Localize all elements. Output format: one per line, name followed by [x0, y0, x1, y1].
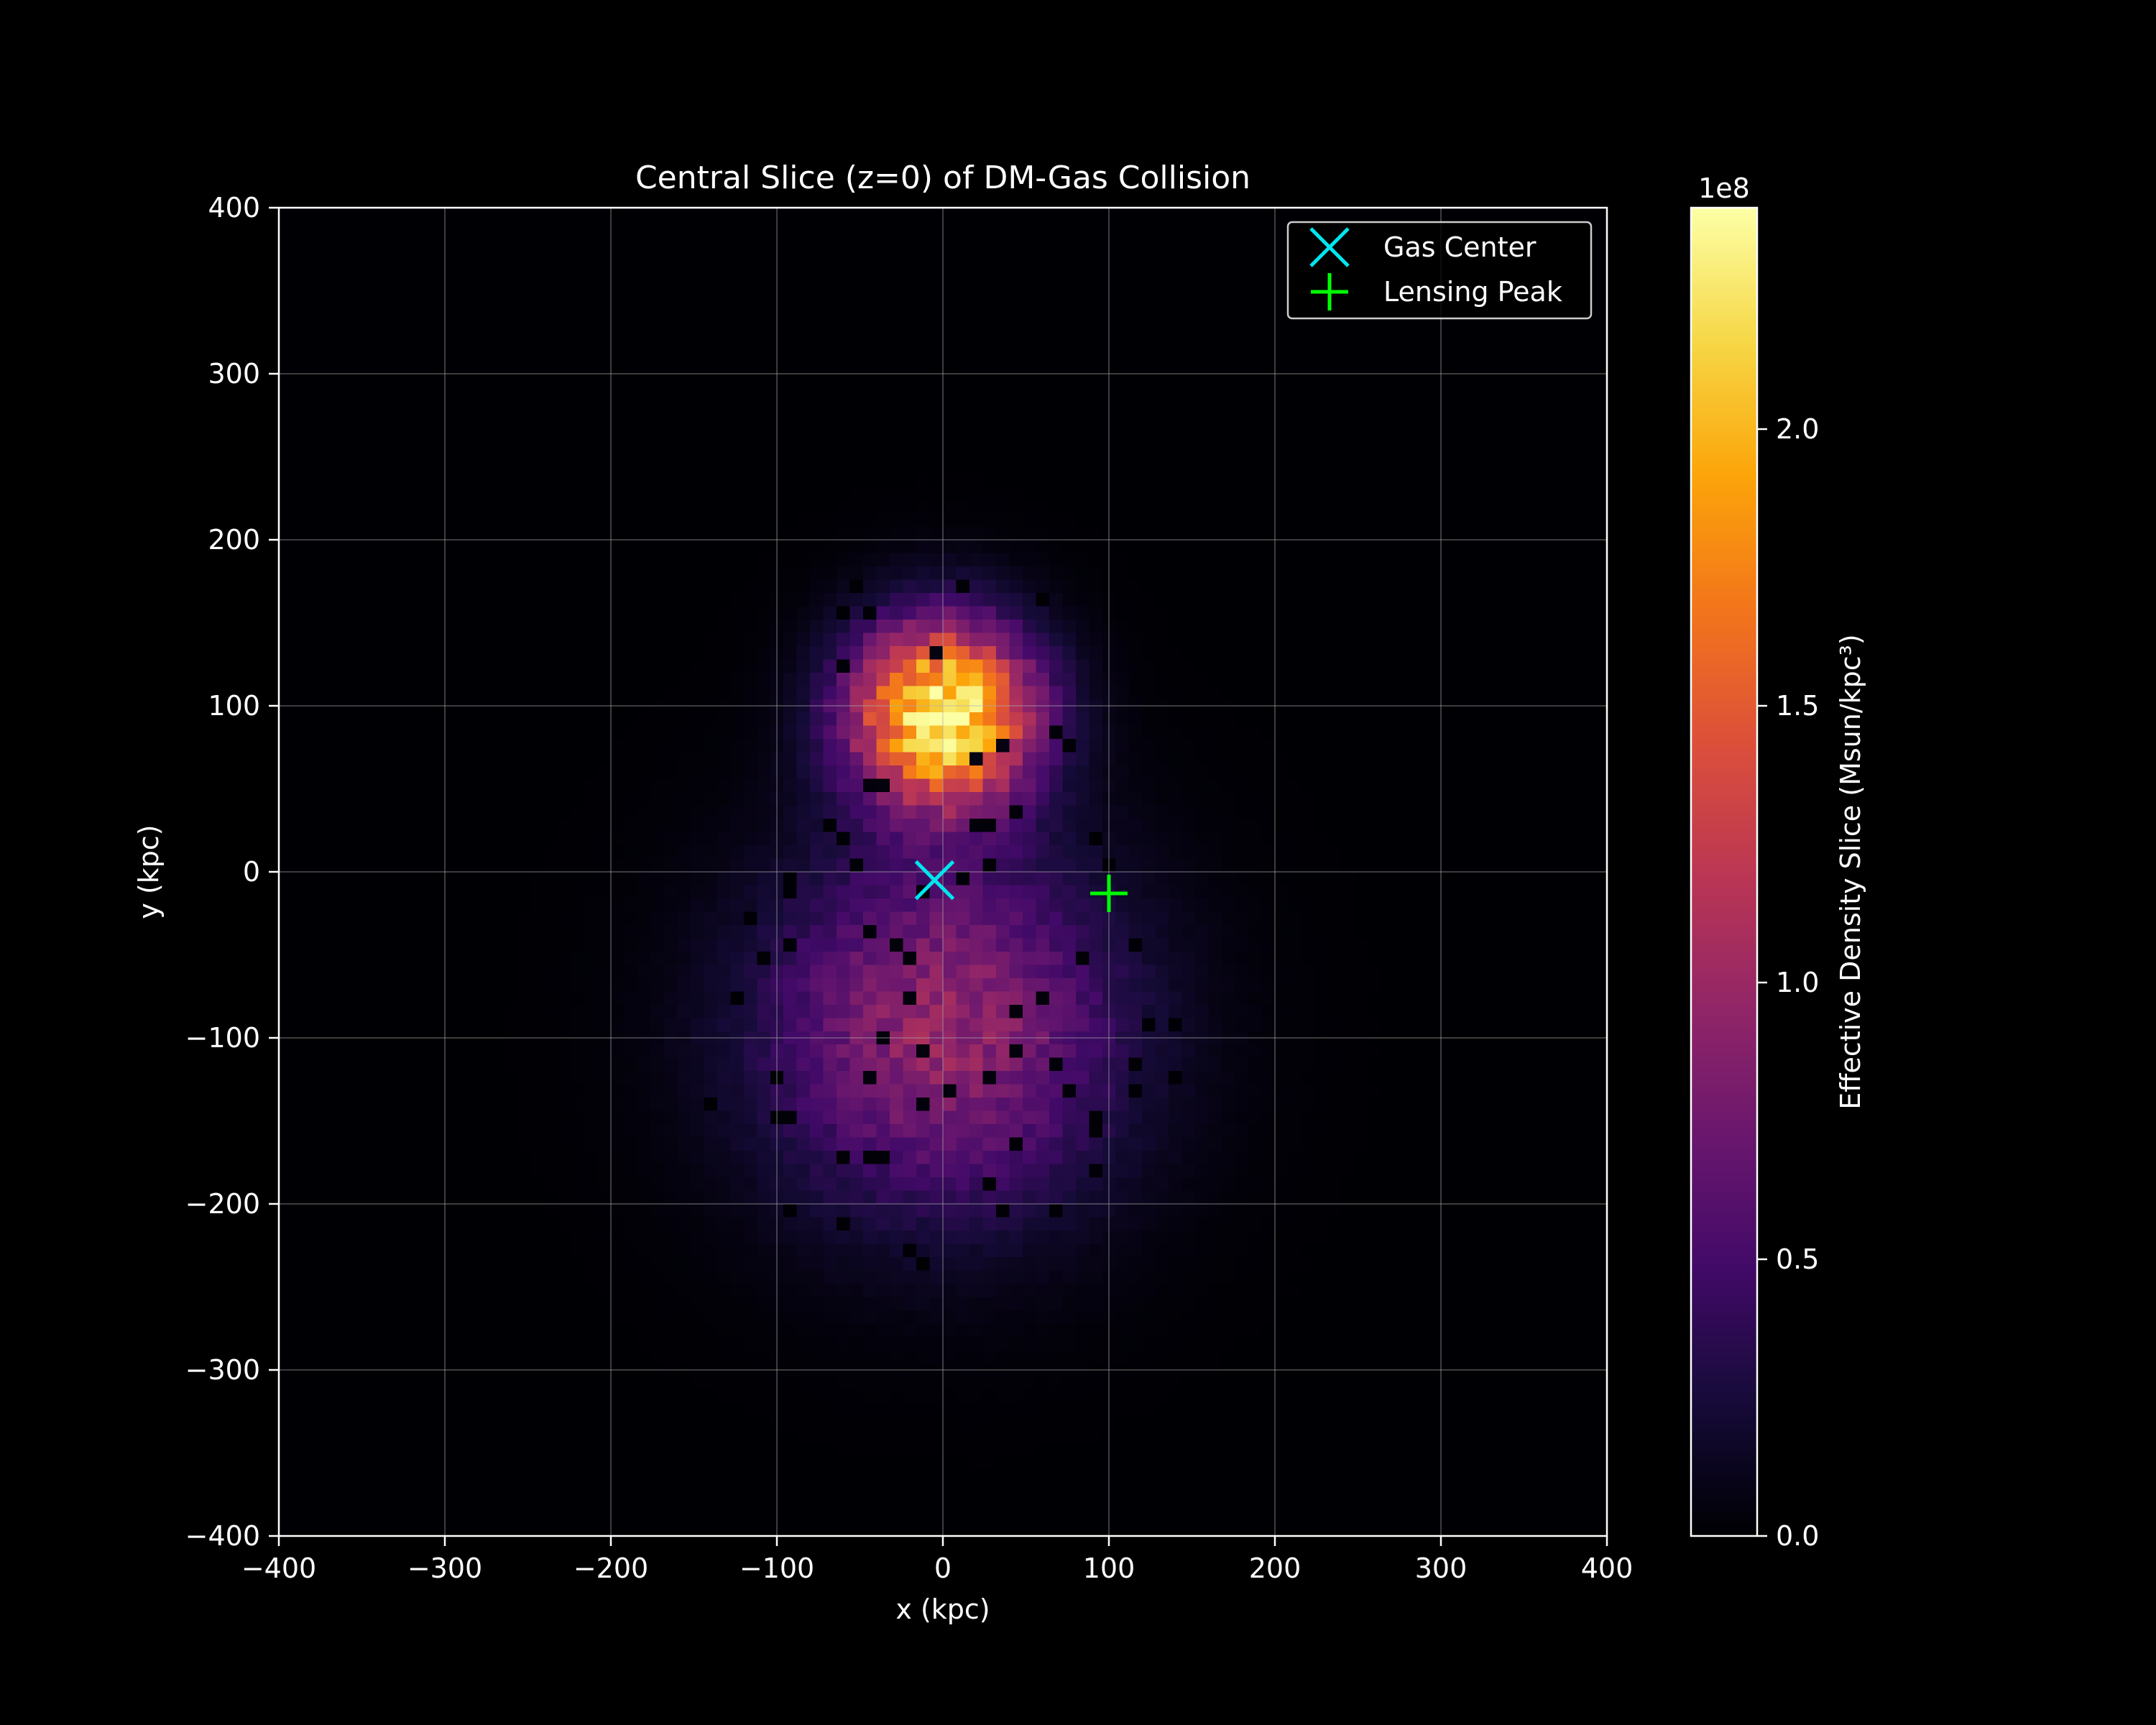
colorbar-label: Effective Density Slice (Msun/kpc³)	[1835, 634, 1866, 1109]
colorbar-ticks: 0.0 0.5 1.0 1.5 2.0	[1757, 413, 1819, 1552]
colorbar-gradient	[1691, 208, 1757, 1536]
colorbar-multiplier: 1e8	[1698, 172, 1750, 204]
colorbar-tick-label: 1.5	[1776, 690, 1819, 722]
x-tick-label: −400	[241, 1552, 316, 1584]
x-tick-label: −200	[573, 1552, 648, 1584]
x-tick-label: 0	[934, 1552, 952, 1584]
y-tick-label: −300	[185, 1354, 260, 1386]
y-tick-label: −400	[185, 1520, 260, 1552]
y-tick-label: −200	[185, 1188, 260, 1220]
y-tick-label: −100	[185, 1022, 260, 1054]
colorbar-tick-label: 1.0	[1776, 967, 1819, 998]
markers	[914, 860, 1128, 913]
legend-box	[1286, 221, 1593, 320]
grid-lines	[278, 207, 1608, 1537]
y-tick-label: 0	[243, 856, 260, 888]
y-axis-ticks: −400 −300 −200 −100 0 100 200 300 400	[185, 192, 279, 1552]
y-tick-label: 300	[208, 358, 260, 390]
plus-marker-icon	[1311, 273, 1348, 310]
y-axis-label: y (kpc)	[133, 824, 165, 919]
legend-label: Gas Center	[1383, 231, 1537, 263]
x-tick-label: −300	[407, 1552, 482, 1584]
y-tick-label: 200	[208, 524, 260, 556]
colorbar-frame	[1690, 206, 1759, 1537]
legend-label: Lensing Peak	[1383, 276, 1562, 308]
x-axis-ticks: −400 −300 −200 −100 0 100 200 300 400	[241, 1536, 1633, 1584]
colorbar-tick-label: 2.0	[1776, 413, 1819, 445]
legend: Gas Center Lensing Peak	[1286, 221, 1593, 320]
y-tick-label: 100	[208, 690, 260, 722]
x-marker-icon	[1309, 227, 1350, 267]
x-tick-label: 100	[1083, 1552, 1135, 1584]
y-tick-label: 400	[208, 192, 260, 224]
legend-item: Lensing Peak	[1311, 273, 1562, 310]
colorbar-tick-label: 0.5	[1776, 1243, 1819, 1275]
lensing-peak-marker	[1090, 875, 1128, 913]
x-tick-label: 400	[1581, 1552, 1634, 1584]
x-axis-label: x (kpc)	[895, 1593, 990, 1625]
legend-item: Gas Center	[1309, 227, 1537, 267]
gas-center-marker	[914, 860, 955, 901]
chart-title: Central Slice (z=0) of DM-Gas Collision	[635, 160, 1250, 196]
colorbar-tick-label: 0.0	[1776, 1520, 1819, 1552]
x-tick-label: −100	[740, 1552, 814, 1584]
x-tick-label: 200	[1249, 1552, 1302, 1584]
x-tick-label: 300	[1415, 1552, 1468, 1584]
